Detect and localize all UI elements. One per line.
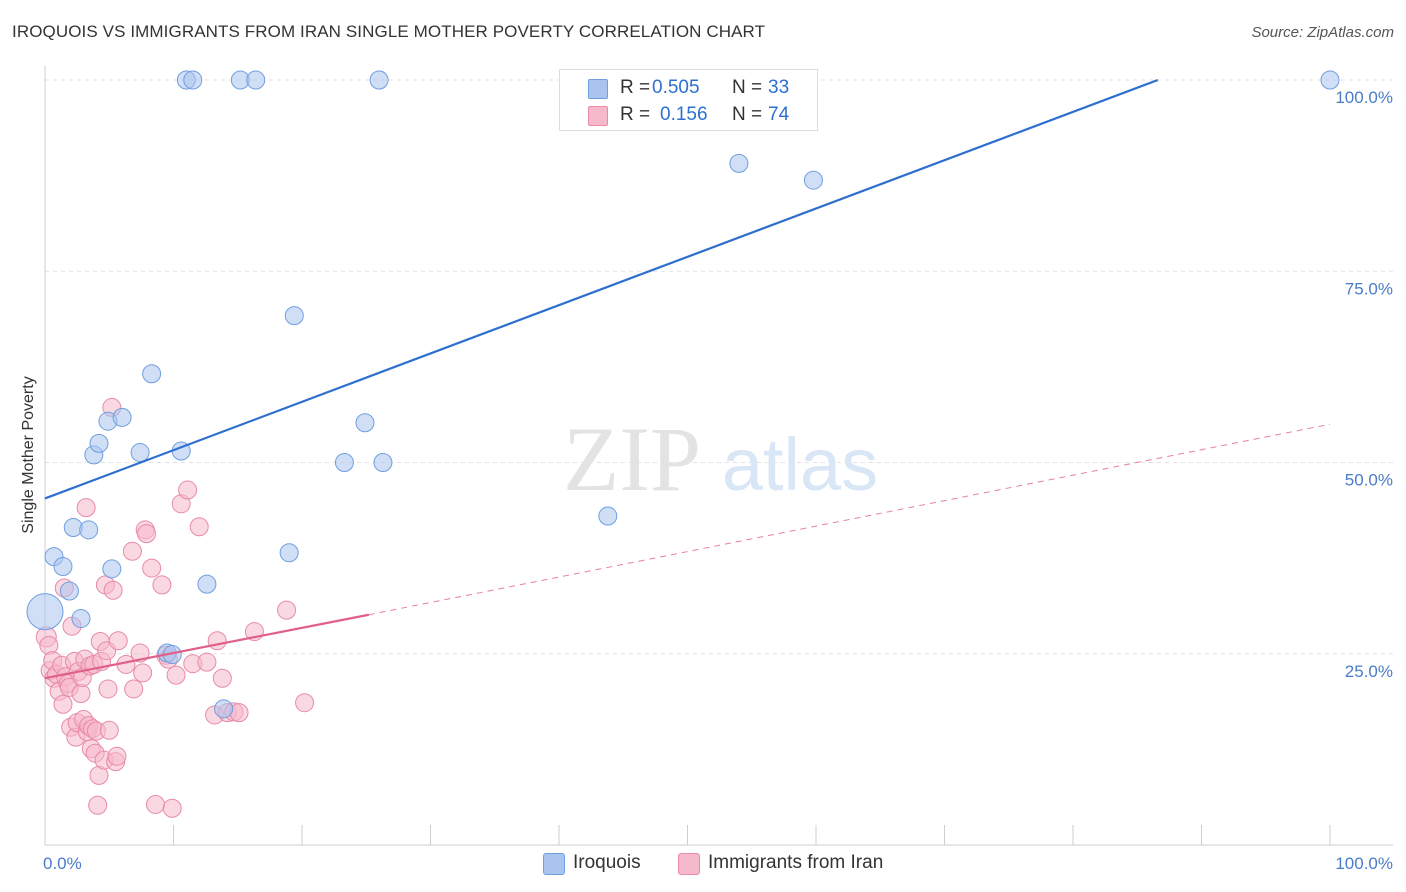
iroquois-trend-line	[44, 78, 1159, 500]
iran-point-54	[146, 794, 166, 814]
iroquois-point-24	[284, 306, 304, 326]
iran-point-55	[152, 575, 172, 595]
iroquois-point-10	[102, 559, 122, 579]
legend-box: R = 0.505 N = 33 R = 0.156 N = 74	[559, 69, 818, 131]
watermark-atlas: atlas	[722, 423, 878, 506]
legend-n-value: 74	[768, 104, 790, 125]
legend-r-value: 0.505	[652, 77, 700, 98]
iroquois-point-29	[598, 506, 618, 526]
iran-point-40	[99, 720, 119, 740]
trend-lines	[44, 78, 1331, 680]
y-tick-label-0: 25.0%	[1345, 662, 1393, 681]
iran-point-60	[178, 480, 198, 500]
iroquois-point-6	[79, 520, 99, 540]
chart-title: IROQUOIS VS IMMIGRANTS FROM IRAN SINGLE …	[12, 22, 766, 41]
tick-labels: 25.0% 50.0% 75.0% 100.0% 0.0% 100.0%	[43, 88, 1393, 873]
iran-point-71	[277, 600, 297, 620]
iroquois-point-27	[369, 70, 389, 90]
iroquois-point-23	[279, 543, 299, 563]
bottom-legend-swatch-iran	[678, 853, 700, 875]
iroquois-point-19	[197, 574, 217, 594]
iran-point-65	[207, 631, 227, 651]
legend-swatch-iran	[588, 106, 608, 126]
iroquois-point-20	[214, 699, 234, 719]
iroquois-point-18	[183, 70, 203, 90]
legend-r-value: 0.156	[660, 104, 708, 125]
legend-swatch-iroquois	[588, 79, 608, 99]
iran-point-53	[142, 558, 162, 578]
legend-n-label: N =	[732, 104, 763, 125]
series-iroquois-points	[26, 70, 1340, 719]
iran-point-19	[71, 684, 91, 704]
grid-lines	[45, 79, 1393, 655]
iroquois-point-5	[71, 609, 91, 629]
iran-trend-line	[44, 613, 370, 680]
iran-point-62	[189, 517, 209, 537]
iroquois-point-22	[246, 70, 266, 90]
x-tick-label-0: 0.0%	[43, 854, 82, 873]
iroquois-point-26	[355, 413, 375, 433]
iroquois-point-8	[89, 433, 109, 453]
iran-point-42	[103, 580, 123, 600]
iran-point-48	[124, 679, 144, 699]
iran-point-63	[197, 652, 217, 672]
iran-point-47	[122, 541, 142, 561]
iran-point-49	[130, 643, 150, 663]
iroquois-point-31	[803, 170, 823, 190]
iran-trend-extension	[368, 423, 1331, 616]
legend-n-value: 33	[768, 77, 790, 98]
iran-point-52	[137, 524, 157, 544]
iroquois-point-28	[373, 453, 393, 472]
iran-point-50	[133, 663, 153, 683]
iran-point-44	[107, 746, 127, 766]
axes	[44, 66, 1393, 846]
bottom-legend-label-iroquois: Iroquois	[573, 852, 641, 873]
iran-point-57	[162, 798, 182, 818]
iroquois-point-0	[26, 593, 64, 631]
legend-r-label: R =	[620, 104, 651, 125]
iran-point-66	[212, 668, 232, 688]
y-tick-label-2: 75.0%	[1345, 279, 1393, 298]
y-axis-label: Single Mother Poverty	[20, 376, 37, 533]
source-label: Source: ZipAtlas.com	[1251, 24, 1394, 41]
iroquois-point-13	[142, 364, 162, 384]
iran-point-39	[98, 679, 118, 699]
iroquois-point-11	[112, 407, 132, 427]
iran-point-72	[295, 693, 315, 713]
y-tick-label-3: 100.0%	[1335, 88, 1393, 107]
y-tick-label-1: 50.0%	[1345, 471, 1393, 490]
iroquois-point-30	[729, 153, 749, 173]
bottom-legend-label-iran: Immigrants from Iran	[708, 852, 884, 873]
iroquois-point-12	[130, 443, 150, 463]
iroquois-point-25	[334, 453, 354, 472]
x-tick-label-1: 100.0%	[1335, 854, 1393, 873]
iran-point-8	[53, 694, 73, 714]
iran-point-58	[166, 665, 186, 685]
iroquois-point-32	[1320, 70, 1340, 90]
bottom-legend-swatch-iroquois	[543, 853, 565, 875]
watermark-zip: ZIP	[563, 408, 701, 510]
legend-n-label: N =	[732, 77, 763, 98]
iroquois-point-2	[53, 557, 73, 577]
iran-point-32	[88, 795, 108, 815]
legend-r-label: R =	[620, 77, 651, 98]
series-iran-points	[35, 397, 315, 818]
iroquois-point-3	[59, 581, 79, 601]
iran-point-23	[76, 498, 96, 518]
watermark: ZIP atlas	[563, 408, 878, 510]
iran-point-45	[108, 631, 128, 651]
